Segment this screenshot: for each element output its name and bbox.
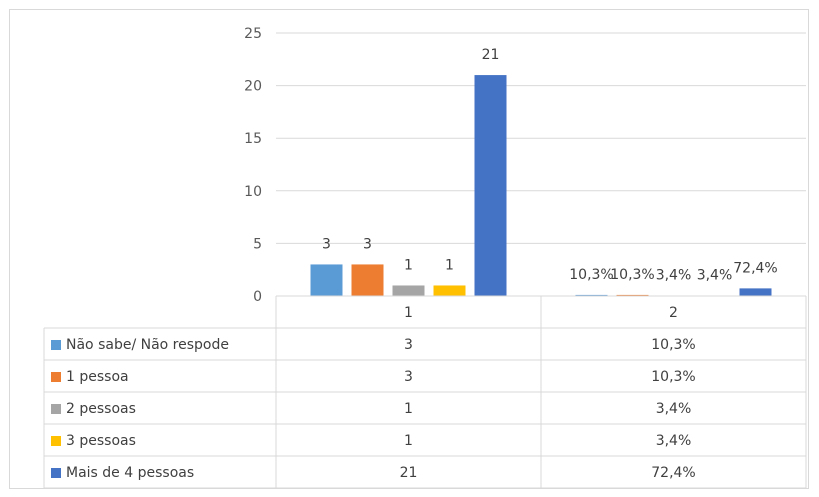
table-cell: 3 xyxy=(404,337,413,353)
legend-swatch xyxy=(51,404,61,414)
table-cell: 3,4% xyxy=(656,433,692,449)
data-label: 1 xyxy=(404,257,413,273)
y-tick-label: 15 xyxy=(244,131,262,147)
table-cell: 1 xyxy=(404,433,413,449)
data-label: 3,4% xyxy=(697,268,733,284)
y-tick-label: 25 xyxy=(244,26,262,42)
table-cell: 1 xyxy=(404,401,413,417)
y-tick-label: 10 xyxy=(244,184,262,200)
legend-swatch xyxy=(51,436,61,446)
table-cell: 10,3% xyxy=(651,337,695,353)
legend-swatch xyxy=(51,372,61,382)
legend-label: Mais de 4 pessoas xyxy=(66,465,194,481)
bar xyxy=(474,75,507,296)
category-label: 2 xyxy=(669,305,678,321)
y-tick-label: 20 xyxy=(244,79,262,95)
chart-frame xyxy=(9,9,809,489)
data-label: 10,3% xyxy=(569,267,613,283)
legend-swatch xyxy=(51,468,61,478)
table-cell: 10,3% xyxy=(651,369,695,385)
legend-swatch xyxy=(51,340,61,350)
bar xyxy=(310,264,343,296)
bar xyxy=(616,294,649,296)
bar xyxy=(392,285,425,296)
y-tick-label: 5 xyxy=(253,236,262,252)
data-label: 3 xyxy=(322,236,331,252)
table-cell: 3,4% xyxy=(656,401,692,417)
category-label: 1 xyxy=(404,305,413,321)
bar xyxy=(351,264,384,296)
legend-label: 1 pessoa xyxy=(66,369,129,385)
data-label: 1 xyxy=(445,257,454,273)
data-label: 3,4% xyxy=(656,268,692,284)
y-tick-label: 0 xyxy=(253,289,262,305)
data-label: 10,3% xyxy=(610,267,654,283)
table-cell: 3 xyxy=(404,369,413,385)
data-label: 21 xyxy=(482,47,500,63)
legend-label: 3 pessoas xyxy=(66,433,136,449)
bar xyxy=(575,294,608,296)
table-cell: 72,4% xyxy=(651,465,695,481)
data-label: 3 xyxy=(363,236,372,252)
bar xyxy=(433,285,466,296)
bar xyxy=(739,288,772,296)
table-cell: 21 xyxy=(400,465,418,481)
legend-label: 2 pessoas xyxy=(66,401,136,417)
legend-label: Não sabe/ Não respode xyxy=(66,337,229,353)
data-label: 72,4% xyxy=(733,260,777,276)
